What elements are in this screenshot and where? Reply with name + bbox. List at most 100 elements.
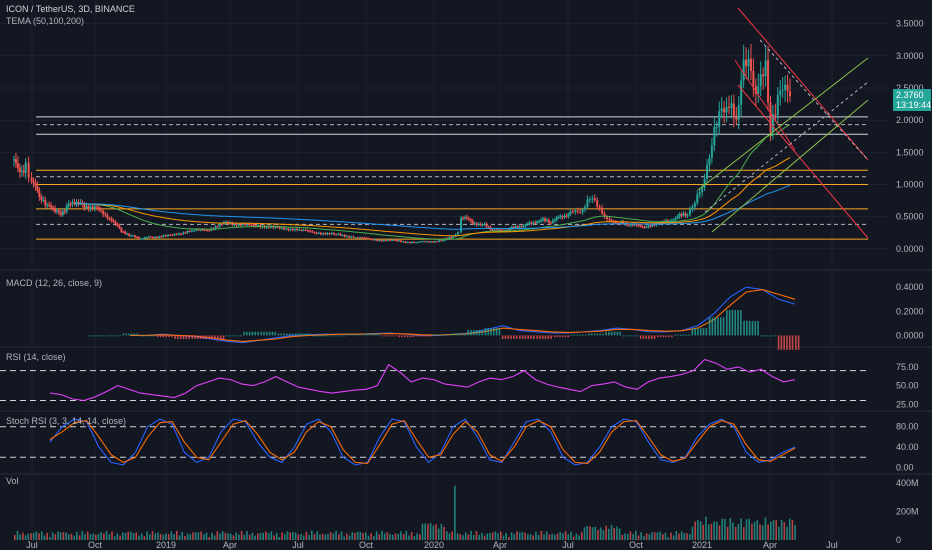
- macd-histogram-bar: [297, 333, 300, 336]
- macd-histogram-bar: [527, 335, 530, 339]
- volume-bar: [138, 535, 140, 540]
- candle-body: [730, 103, 733, 108]
- macd-histogram-bar: [524, 335, 527, 339]
- macd-histogram-bar: [93, 335, 96, 337]
- macd-histogram-bar: [90, 335, 93, 337]
- macd-histogram-bar: [674, 334, 676, 336]
- candle-body: [216, 226, 219, 228]
- volume-bar: [165, 533, 167, 540]
- volume-bar: [732, 522, 734, 540]
- macd-histogram-bar: [616, 331, 619, 336]
- stoch-pane[interactable]: [0, 418, 868, 466]
- candle-body: [61, 211, 64, 215]
- candle-body: [710, 145, 713, 158]
- macd-histogram-bar: [533, 335, 535, 339]
- candle-body: [457, 232, 460, 235]
- macd-histogram-bar: [564, 335, 567, 338]
- volume-bar: [159, 533, 162, 540]
- volume-bar: [132, 533, 135, 540]
- volume-bar: [319, 534, 321, 540]
- volume-bar: [157, 532, 159, 540]
- volume-bar: [478, 534, 480, 540]
- volume-bar: [545, 531, 548, 540]
- volume-bar: [365, 532, 367, 540]
- x-tick-label: Oct: [88, 540, 103, 550]
- volume-bar: [346, 533, 348, 540]
- candle-body: [369, 238, 372, 240]
- macd-histogram-bar: [610, 331, 613, 336]
- candle-body: [569, 211, 572, 215]
- candle-body: [77, 202, 80, 204]
- candle-body: [735, 117, 738, 120]
- candle-body: [565, 215, 568, 217]
- volume-bar: [554, 534, 556, 540]
- candle-body: [371, 239, 374, 241]
- volume-bar: [275, 532, 278, 540]
- volume-bar: [335, 530, 337, 540]
- candle-body: [116, 224, 119, 226]
- macd-histogram-bar: [337, 335, 340, 337]
- candle-body: [524, 224, 527, 227]
- volume-bar: [494, 531, 497, 540]
- candle-body: [44, 199, 47, 206]
- macd-histogram-bar: [576, 334, 579, 336]
- candle-body: [440, 240, 443, 242]
- candle-body: [608, 219, 611, 221]
- candle-body: [235, 224, 238, 226]
- candle-body: [598, 206, 601, 208]
- macd-histogram-bar: [472, 329, 475, 336]
- macd-histogram-bar: [668, 335, 670, 338]
- volume-bar: [443, 526, 445, 540]
- volume-bar: [351, 532, 354, 540]
- candle-body: [536, 221, 539, 224]
- candle-body: [175, 234, 178, 236]
- macd-histogram-bar: [777, 335, 780, 350]
- volume-pane[interactable]: [14, 485, 796, 540]
- macd-histogram-bar: [355, 334, 357, 336]
- volume-bar: [653, 532, 656, 540]
- volume-bar: [624, 533, 626, 540]
- candle-body: [678, 214, 681, 217]
- y-tick-label: 2.0000: [896, 115, 924, 125]
- candle-body: [354, 237, 357, 239]
- candle-body: [499, 229, 502, 231]
- green-trendline: [697, 57, 869, 191]
- macd-histogram-bar: [199, 335, 202, 339]
- macd-histogram-bar: [372, 333, 374, 336]
- candle-body: [718, 111, 721, 127]
- candle-body: [680, 214, 683, 216]
- candle-body: [762, 74, 765, 77]
- candle-body: [376, 239, 379, 242]
- candle-body: [493, 229, 496, 231]
- macd-histogram-bar: [579, 334, 581, 336]
- candle-body: [688, 209, 691, 216]
- volume-bar: [286, 531, 289, 540]
- candle-body: [402, 241, 405, 243]
- volume-bar: [551, 533, 553, 540]
- volume-bar: [559, 532, 561, 540]
- macd-histogram-bar: [791, 335, 794, 350]
- volume-bar: [562, 533, 564, 540]
- volume-bar: [470, 530, 472, 540]
- candle-body: [571, 211, 574, 213]
- price-pane[interactable]: [13, 7, 869, 244]
- volume-bar: [724, 519, 726, 540]
- candle-body: [419, 241, 422, 243]
- macd-histogram-bar: [728, 310, 731, 336]
- volume-bar: [621, 534, 624, 540]
- rsi-pane[interactable]: [0, 358, 868, 402]
- volume-bar: [24, 535, 27, 540]
- macd-histogram-bar: [628, 335, 630, 337]
- candle-body: [100, 210, 103, 212]
- volume-bar: [599, 527, 602, 540]
- candle-body: [147, 236, 150, 238]
- last-price-tag: [893, 89, 931, 111]
- candle-body: [693, 203, 696, 208]
- candle-body: [67, 203, 70, 207]
- candle-body: [732, 103, 735, 118]
- volume-bar: [324, 534, 327, 540]
- macd-histogram-bar: [346, 334, 349, 336]
- macd-pane[interactable]: [88, 286, 800, 350]
- y-tick-label: 2.5000: [896, 83, 924, 93]
